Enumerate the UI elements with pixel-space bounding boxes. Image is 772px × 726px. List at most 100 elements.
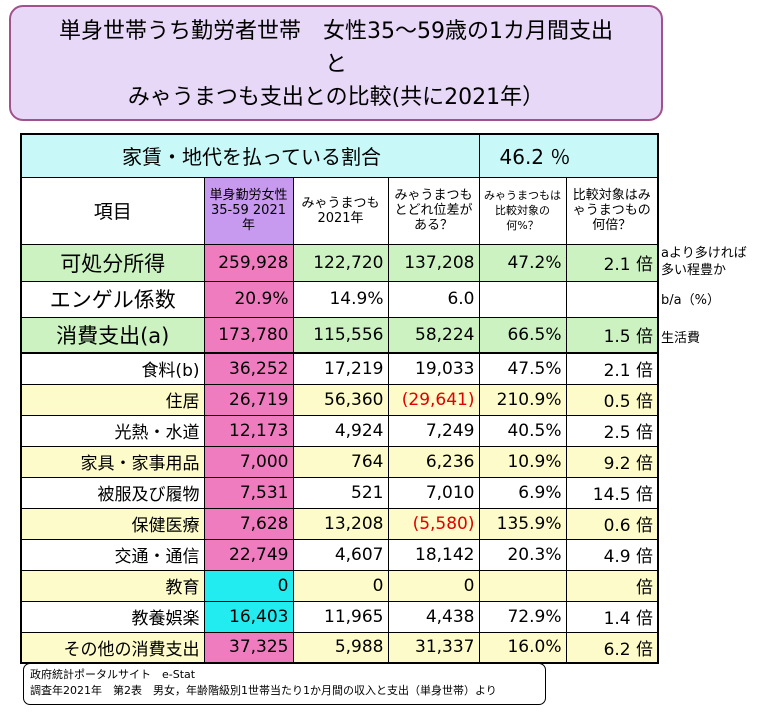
table-row: 被服及び履物 7,531 521 7,010 6.9% 14.5 倍 [20, 476, 659, 509]
cell-col5: 1.4 倍 [565, 600, 659, 633]
header-row: 項目 単身勤労女性35-59 2021年 みゃうまつも2021年 みゃうまつもと… [20, 176, 659, 245]
title-box: 単身世帯うち勤労者世帯 女性35～59歳の1カ月間支出 と みゃうまつも支出との… [9, 5, 663, 121]
cell-col4: 72.9% [478, 600, 567, 633]
cell-col3: (29,641) [387, 383, 480, 416]
cell-col1: 173,780 [203, 316, 294, 354]
header-col5: 比較対象はみゃうまつもの何倍？ [565, 176, 659, 245]
title-line-1: 単身世帯うち勤労者世帯 女性35～59歳の1カ月間支出 [59, 19, 613, 44]
header-col3: みゃうまつもとどれ位差がある？ [387, 176, 480, 245]
cell-col3: 4,438 [387, 600, 480, 633]
cell-col3: 137,208 [387, 243, 480, 282]
cell-col4: 40.5% [478, 414, 567, 447]
cell-col5: 1.5 倍 [565, 316, 659, 354]
cell-col3: 6,236 [387, 445, 480, 478]
title-line-2: と [324, 52, 347, 77]
cell-col1: 22,749 [203, 538, 294, 571]
title-line-3: みゃうまつも支出との比較(共に2021年） [127, 85, 545, 110]
cell-col5: 9.2 倍 [565, 445, 659, 478]
side-note-engel: b/a（%） [661, 293, 720, 308]
cell-col2: 521 [292, 476, 389, 509]
row-label: その他の消費支出 [20, 631, 205, 664]
cell-col2: 5,988 [292, 631, 389, 664]
cell-col5: 0.6 倍 [565, 507, 659, 540]
table-row: 光熱・水道 12,173 4,924 7,249 40.5% 2.5 倍 [20, 414, 659, 447]
table-row: 可処分所得 259,928 122,720 137,208 47.2% 2.1 … [20, 243, 659, 282]
cell-col5: 2.1 倍 [565, 352, 659, 385]
cell-col1: 26,719 [203, 383, 294, 416]
header-col2: みゃうまつも2021年 [292, 176, 389, 245]
cell-col5: 4.9 倍 [565, 538, 659, 571]
cell-col1: 0 [203, 569, 294, 602]
cell-col5 [565, 280, 659, 318]
side-note-income: aより多ければ 多い程豊か [661, 245, 747, 279]
table-row: 住居 26,719 56,360 (29,641) 210.9% 0.5 倍 [20, 383, 659, 416]
cell-col2: 11,965 [292, 600, 389, 633]
cell-col1: 7,000 [203, 445, 294, 478]
row-label: 交通・通信 [20, 538, 205, 571]
row-label: 教育 [20, 569, 205, 602]
row-label: 保健医療 [20, 507, 205, 540]
cell-col5: 2.5 倍 [565, 414, 659, 447]
cell-col4: 6.9% [478, 476, 567, 509]
cell-col2: 0 [292, 569, 389, 602]
side-note-income-line2: 多い程豊か [661, 263, 727, 278]
row-label: 住居 [20, 383, 205, 416]
cell-col3: 31,337 [387, 631, 480, 664]
cell-col1: 12,173 [203, 414, 294, 447]
source-line-1: 政府統計ポータルサイト e-Stat [30, 668, 196, 681]
cell-col1: 37,325 [203, 631, 294, 664]
cell-col5: 0.5 倍 [565, 383, 659, 416]
cell-col4 [478, 280, 567, 318]
row-label: 家具・家事用品 [20, 445, 205, 478]
side-note-income-line1: aより多ければ [661, 246, 747, 261]
row-label: 消費支出(a) [20, 316, 205, 354]
cell-col4: 20.3% [478, 538, 567, 571]
cell-col5: 2.1 倍 [565, 243, 659, 282]
table-row: 教養娯楽 16,403 11,965 4,438 72.9% 1.4 倍 [20, 600, 659, 633]
cell-col4 [478, 569, 567, 602]
cell-col4: 47.5% [478, 352, 567, 385]
cell-col3: 7,010 [387, 476, 480, 509]
cell-col4: 47.2% [478, 243, 567, 282]
cell-col2: 13,208 [292, 507, 389, 540]
cell-col2: 4,924 [292, 414, 389, 447]
table-row: 家具・家事用品 7,000 764 6,236 10.9% 9.2 倍 [20, 445, 659, 478]
header-col1: 単身勤労女性35-59 2021年 [203, 176, 294, 245]
cell-col1: 16,403 [203, 600, 294, 633]
cell-col2: 764 [292, 445, 389, 478]
cell-col3: 7,249 [387, 414, 480, 447]
table-row: 保健医療 7,628 13,208 (5,580) 135.9% 0.6 倍 [20, 507, 659, 540]
cell-col3: 0 [387, 569, 480, 602]
row-label: エンゲル係数 [20, 280, 205, 318]
cell-col1: 7,531 [203, 476, 294, 509]
cell-col4: 16.0% [478, 631, 567, 664]
cell-col5: 6.2 倍 [565, 631, 659, 664]
cell-col2: 56,360 [292, 383, 389, 416]
row-label: 光熱・水道 [20, 414, 205, 447]
cell-col2: 115,556 [292, 316, 389, 354]
cell-col2: 17,219 [292, 352, 389, 385]
row-label: 被服及び履物 [20, 476, 205, 509]
cell-col3: (5,580) [387, 507, 480, 540]
cell-col3: 58,224 [387, 316, 480, 354]
cell-col5: 倍 [565, 569, 659, 602]
side-note-spending: 生活費 [661, 331, 701, 346]
cell-col1: 7,628 [203, 507, 294, 540]
table-row: 消費支出(a) 173,780 115,556 58,224 66.5% 1.5… [20, 316, 659, 354]
cell-col2: 122,720 [292, 243, 389, 282]
comparison-table: 家賃・地代を払っている割合 46.2 ％ 項目 単身勤労女性35-59 2021… [20, 133, 660, 664]
table-row: 食料(b) 36,252 17,219 19,033 47.5% 2.1 倍 [20, 352, 659, 385]
cell-col3: 18,142 [387, 538, 480, 571]
cell-col1: 259,928 [203, 243, 294, 282]
cell-col4: 66.5% [478, 316, 567, 354]
rent-ratio-label: 家賃・地代を払っている割合 [20, 133, 480, 178]
rent-ratio-value: 46.2 ％ [478, 133, 659, 178]
cell-col4: 10.9% [478, 445, 567, 478]
source-line-2: 調査年2021年 第2表 男女，年齢階級別1世帯当たり1か月間の収入と支出（単身… [30, 684, 497, 697]
rent-ratio-row: 家賃・地代を払っている割合 46.2 ％ [20, 133, 659, 178]
table-row: エンゲル係数 20.9% 14.9% 6.0 [20, 280, 659, 318]
cell-col1: 20.9% [203, 280, 294, 318]
table-row: 教育 0 0 0 倍 [20, 569, 659, 602]
cell-col5: 14.5 倍 [565, 476, 659, 509]
row-label: 食料(b) [20, 352, 205, 385]
